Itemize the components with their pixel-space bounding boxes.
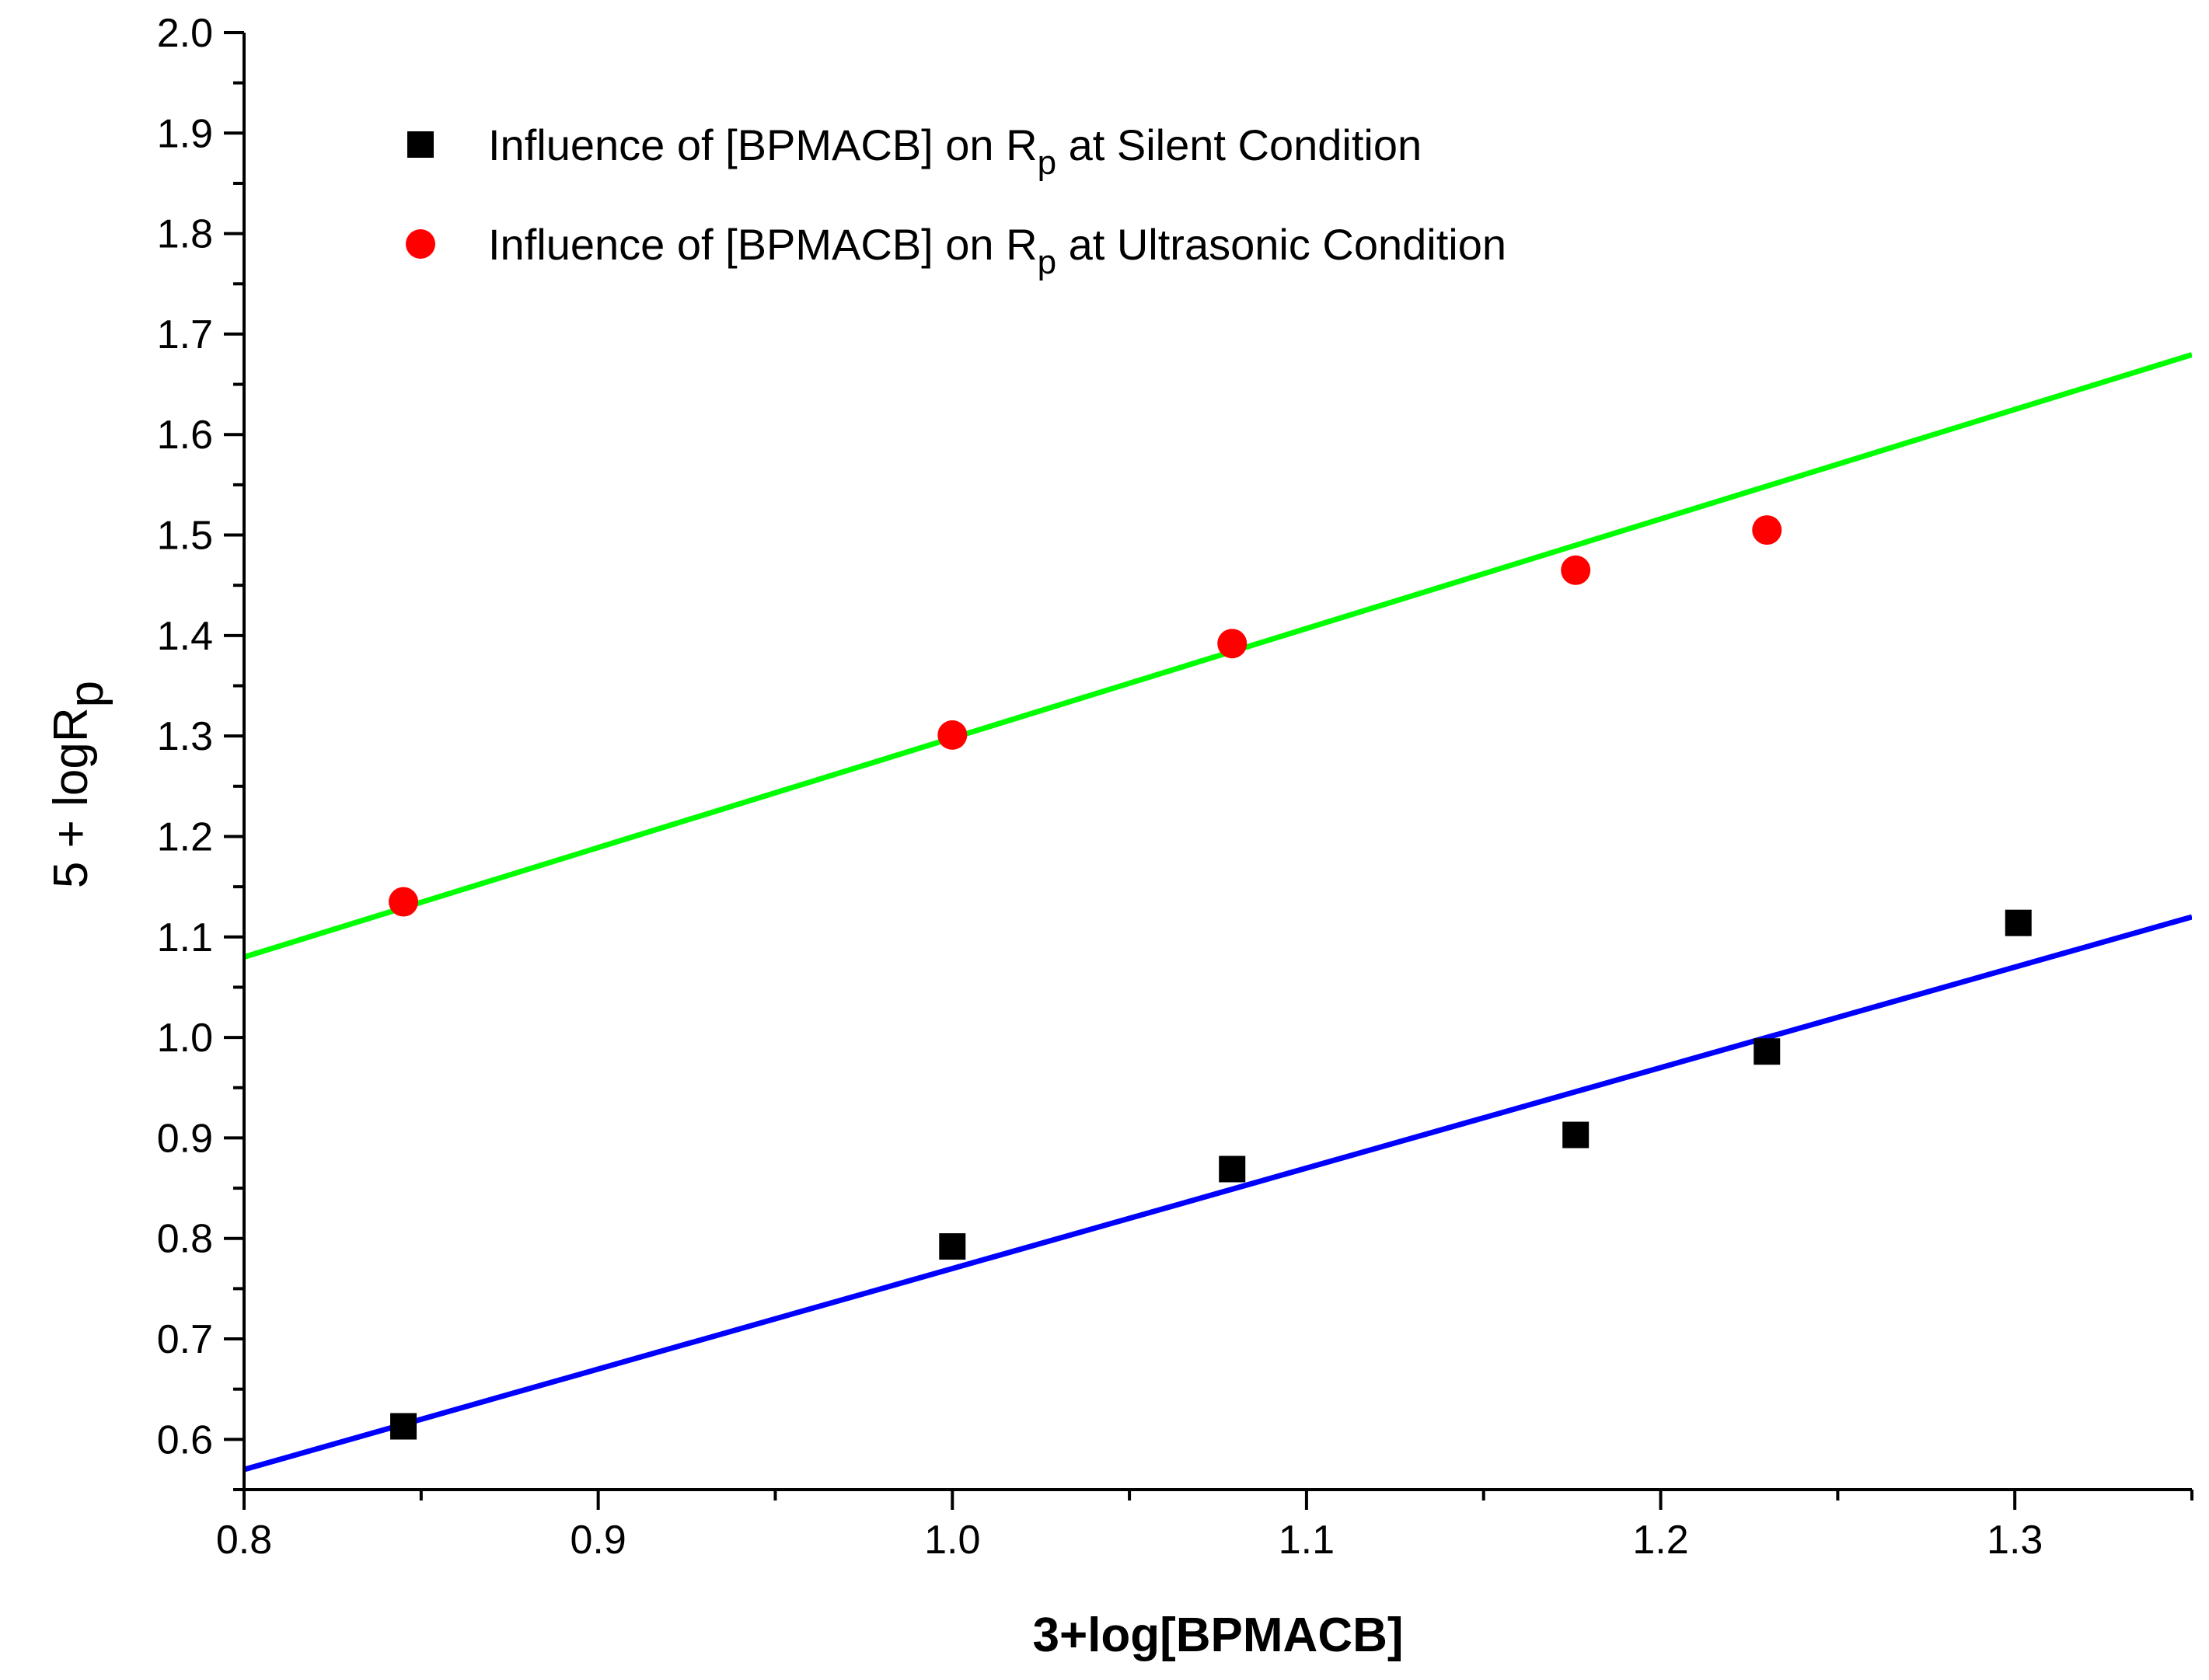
legend-label-series-1: Influence of [BPMACB] on Rp at Silent Co…	[488, 120, 1422, 182]
y-tick-label: 1.6	[157, 413, 213, 458]
y-tick-label: 1.2	[157, 814, 213, 859]
legend-text-subscript: p	[1038, 243, 1056, 281]
x-tick-label: 1.0	[924, 1518, 980, 1563]
axis-titles: 3+log[BPMACB] 5 + logRp	[44, 681, 1404, 1662]
y-tick-label: 0.8	[157, 1217, 213, 1262]
y-tick-label: 1.0	[157, 1016, 213, 1061]
legend-label-series-2: Influence of [BPMACB] on Rp at Ultrasoni…	[488, 220, 1506, 281]
data-point-series-2-5	[1752, 515, 1782, 545]
y-tick-label: 2.0	[157, 11, 213, 56]
x-axis-title: 3+log[BPMACB]	[1032, 1609, 1403, 1662]
y-tick-label: 1.5	[157, 514, 213, 559]
data-points	[389, 515, 2032, 1440]
data-point-series-1-1	[390, 1413, 417, 1440]
y-axis-title: 5 + logRp	[44, 681, 113, 888]
y-axis-title-text: 5 + logR	[44, 707, 98, 888]
legend-text-suffix: at Silent Condition	[1056, 120, 1422, 169]
y-tick-label: 1.4	[157, 614, 213, 659]
y-axis-title-subscript: p	[60, 681, 113, 707]
data-point-series-2-3	[1217, 629, 1248, 659]
y-tick-label: 1.9	[157, 111, 213, 156]
x-tick-label: 1.1	[1279, 1518, 1335, 1563]
data-point-series-2-1	[389, 887, 419, 917]
y-tick-label: 0.7	[157, 1317, 213, 1362]
legend-text-suffix: at Ultrasonic Condition	[1056, 220, 1506, 269]
axes: 0.8 0.9 1.0 1.1 1.2 1.3 0.6 0.7 0.8 0.9 1.0 1.1 1.2 1…	[157, 11, 2193, 1563]
legend-marker-square	[407, 131, 434, 158]
x-tick-label: 0.8	[216, 1518, 272, 1563]
legend: Influence of [BPMACB] on Rp at Silent Co…	[406, 120, 1506, 281]
data-point-series-1-6	[2005, 909, 2032, 936]
data-point-series-1-5	[1754, 1038, 1781, 1065]
y-tick-label: 1.1	[157, 915, 213, 960]
data-point-series-2-2	[937, 720, 968, 750]
data-point-series-1-3	[1219, 1155, 1246, 1183]
y-tick-label: 1.7	[157, 312, 213, 357]
legend-text-prefix: Influence of [BPMACB] on R	[488, 120, 1038, 169]
x-tick-label: 0.9	[570, 1518, 626, 1563]
data-point-series-1-2	[939, 1233, 966, 1260]
data-point-series-2-4	[1561, 555, 1591, 585]
y-tick-label: 0.6	[157, 1417, 213, 1462]
y-tick-label: 1.3	[157, 714, 213, 759]
y-tick-label: 0.9	[157, 1116, 213, 1161]
legend-marker-circle	[406, 229, 435, 259]
y-tick-label: 1.8	[157, 212, 213, 257]
legend-text-subscript: p	[1038, 144, 1056, 182]
legend-text-prefix: Influence of [BPMACB] on R	[488, 220, 1038, 269]
fit-line-series-2	[244, 352, 2192, 960]
data-point-series-1-4	[1562, 1121, 1590, 1148]
x-tick-label: 1.3	[1987, 1518, 2043, 1563]
x-tick-label: 1.2	[1632, 1518, 1688, 1563]
fit-lines	[244, 352, 2192, 1473]
fit-line-series-1	[244, 914, 2192, 1473]
